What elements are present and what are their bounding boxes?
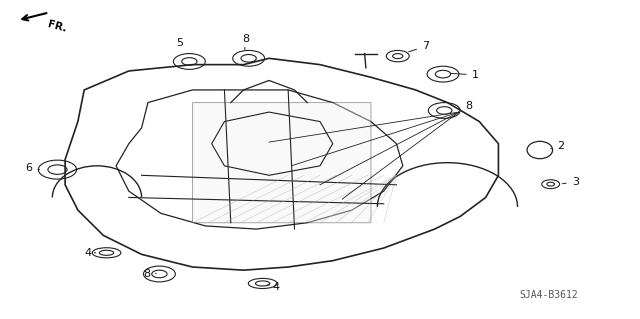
Text: FR.: FR. — [46, 20, 67, 34]
Text: 4: 4 — [268, 282, 279, 292]
Text: 1: 1 — [450, 70, 479, 80]
Text: 2: 2 — [551, 141, 564, 152]
FancyBboxPatch shape — [193, 103, 371, 223]
Text: 5: 5 — [177, 38, 186, 54]
Text: 4: 4 — [84, 248, 96, 258]
Text: 8: 8 — [459, 101, 472, 111]
Text: 6: 6 — [26, 163, 40, 173]
Text: 7: 7 — [409, 41, 429, 52]
Text: 8: 8 — [243, 34, 250, 49]
Text: 8: 8 — [143, 269, 156, 278]
Text: SJA4-B3612: SJA4-B3612 — [519, 290, 578, 300]
Text: 3: 3 — [563, 177, 579, 187]
